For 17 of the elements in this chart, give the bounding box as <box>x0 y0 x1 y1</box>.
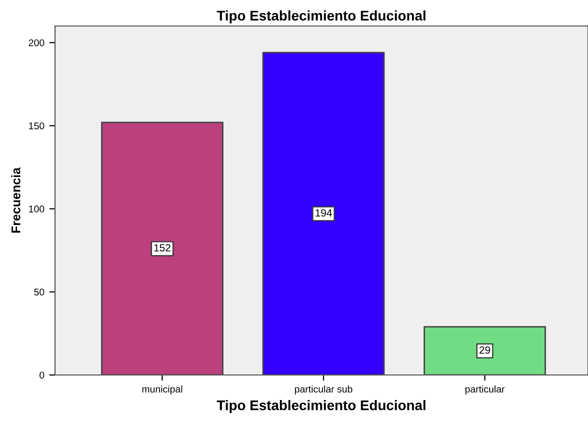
bar <box>101 122 224 375</box>
bar <box>262 52 385 375</box>
y-tick-label: 100 <box>29 206 44 212</box>
x-tick-label: particular sub <box>294 385 352 394</box>
bar <box>424 326 546 375</box>
chart-title: Tipo Establecimiento Educional <box>216 10 426 24</box>
data-label: 194 <box>316 209 332 217</box>
x-axis-title: Tipo Establecimiento Educional <box>216 400 426 413</box>
y-tick-label: 0 <box>40 372 44 379</box>
x-tick-label: municipal <box>142 385 182 394</box>
data-label: 152 <box>154 244 170 252</box>
y-axis-title: Frecuencia <box>11 167 20 233</box>
x-tick-label: particular <box>465 385 505 394</box>
y-tick-label: 150 <box>29 122 44 130</box>
y-tick-label: 200 <box>28 39 44 46</box>
y-tick-label: 50 <box>34 288 44 296</box>
data-label: 29 <box>480 346 490 354</box>
